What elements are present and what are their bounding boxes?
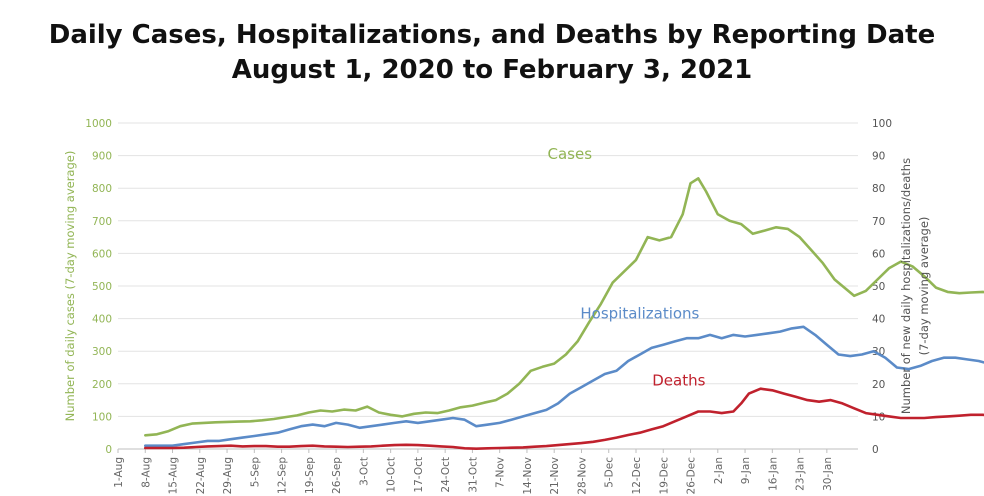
left-axis-label: Number of daily cases (7-day moving aver… <box>63 151 77 422</box>
series-label-hospitalizations: Hospitalizations <box>580 305 699 323</box>
left-tick-label: 400 <box>92 314 112 326</box>
series-line-cases <box>144 177 984 437</box>
right-tick-label: 80 <box>872 183 885 195</box>
x-tick-label: 23-Jan <box>795 457 807 491</box>
x-tick-label: 24-Oct <box>440 457 452 493</box>
right-tick-label: 20 <box>872 379 885 391</box>
x-tick-label: 26-Dec <box>686 457 698 495</box>
right-tick-label: 40 <box>872 314 885 326</box>
chart-series: Cases Hospitalizations Deaths <box>144 145 984 451</box>
x-tick-label: 5-Sep <box>249 457 261 488</box>
x-tick-label: 8-Aug <box>140 457 152 488</box>
chart-title: Daily Cases, Hospitalizations, and Death… <box>48 20 936 50</box>
x-tick-label: 12-Sep <box>277 457 289 494</box>
x-tick-label: 15-Aug <box>168 457 180 494</box>
left-tick-label: 300 <box>92 346 112 358</box>
x-tick-label: 3-Oct <box>358 457 370 486</box>
x-tick-label: 16-Jan <box>767 457 779 491</box>
x-tick-label: 2-Jan <box>713 457 725 484</box>
x-tick-label: 29-Aug <box>222 457 234 494</box>
x-tick-label: 21-Nov <box>549 457 561 495</box>
right-tick-label: 70 <box>872 216 885 228</box>
x-tick-label: 14-Nov <box>522 457 534 495</box>
chart-gridlines <box>118 122 858 417</box>
x-tick-label: 1-Aug <box>113 457 125 488</box>
x-tick-label: 12-Dec <box>631 457 643 495</box>
left-tick-label: 100 <box>92 411 112 423</box>
right-tick-label: 0 <box>872 444 879 456</box>
series-line-hospitalizations <box>144 325 984 448</box>
x-tick-label: 31-Oct <box>467 457 479 493</box>
left-tick-label: 700 <box>92 216 112 228</box>
left-tick-label: 500 <box>92 281 112 293</box>
right-axis-label-line1: Number of new daily hospitalizations/dea… <box>899 158 913 414</box>
left-tick-label: 800 <box>92 183 112 195</box>
chart-subtitle: August 1, 2020 to February 3, 2021 <box>231 55 753 85</box>
x-tick-label: 19-Sep <box>304 457 316 494</box>
x-tick-label: 26-Sep <box>331 457 343 494</box>
left-tick-label: 900 <box>92 151 112 163</box>
left-tick-label: 1000 <box>85 118 112 130</box>
left-tick-label: 200 <box>92 379 112 391</box>
right-axis-label-line2: (7-day moving average) <box>917 217 931 356</box>
left-axis-ticks: 0 100 200 300 400 500 600 700 800 900 1000 <box>85 118 112 456</box>
x-tick-label: 10-Oct <box>386 457 398 493</box>
right-tick-label: 90 <box>872 151 885 163</box>
x-tick-label: 17-Oct <box>413 457 425 493</box>
right-tick-label: 60 <box>872 248 885 260</box>
x-axis-ticks: 1-Aug 8-Aug 15-Aug 22-Aug 29-Aug 5-Sep 12-Sep 1… <box>113 449 834 495</box>
x-tick-label: 19-Dec <box>658 457 670 495</box>
x-tick-label: 9-Jan <box>740 457 752 484</box>
left-tick-label: 0 <box>105 444 112 456</box>
x-tick-label: 22-Aug <box>195 457 207 494</box>
x-tick-label: 28-Nov <box>576 457 588 495</box>
x-tick-label: 30-Jan <box>822 457 834 491</box>
series-line-deaths <box>144 387 984 451</box>
series-label-cases: Cases <box>548 145 593 163</box>
right-tick-label: 100 <box>872 118 892 130</box>
x-tick-label: 7-Nov <box>495 457 507 488</box>
series-label-deaths: Deaths <box>652 371 705 389</box>
right-tick-label: 50 <box>872 281 885 293</box>
x-tick-label: 5-Dec <box>604 457 616 488</box>
left-tick-label: 600 <box>92 248 112 260</box>
